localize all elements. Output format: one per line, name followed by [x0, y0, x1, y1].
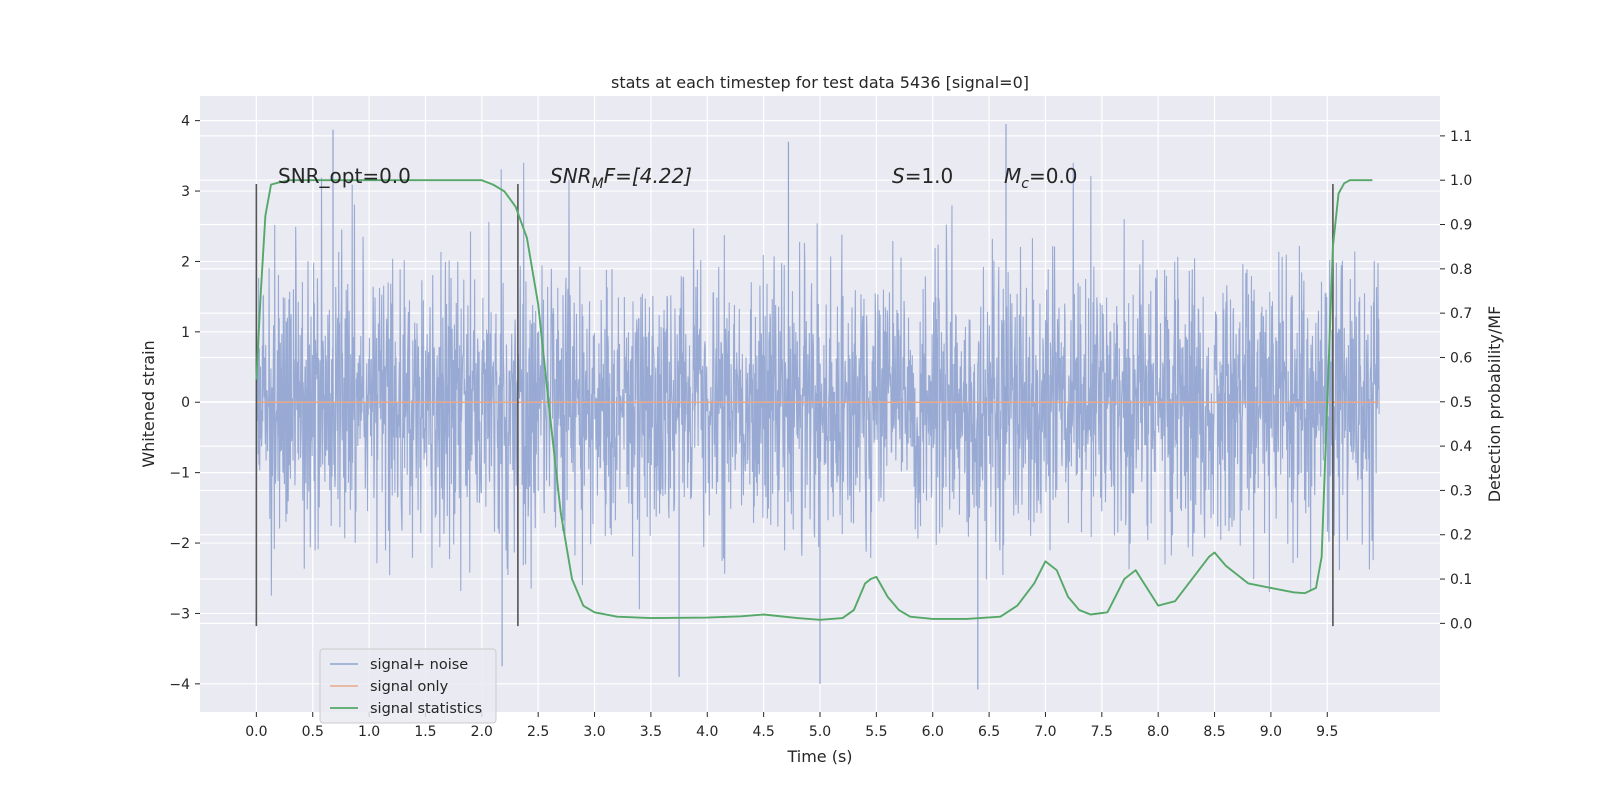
x-tick-label: 3.5: [640, 724, 662, 740]
right-y-tick-label: 0.2: [1450, 528, 1472, 544]
annotation-s-rest: =1.0: [905, 164, 954, 188]
annotation-snr-mf-rest: F=[4.22]: [604, 164, 692, 188]
x-tick-label: 6.5: [978, 724, 1000, 740]
right-y-axis-ticks: 0.0 0.1 0.2 0.3 0.4 0.5 0.6 0.7 0.8 0.9 1.0 1.1: [1440, 129, 1472, 632]
right-y-tick-label: 0.3: [1450, 483, 1472, 499]
annotation-s: S=1.0: [892, 164, 953, 188]
y-tick-label: −1: [169, 466, 190, 482]
x-tick-label: 0.0: [245, 724, 267, 740]
x-tick-label: 9.5: [1316, 724, 1338, 740]
right-y-tick-label: 0.5: [1450, 395, 1472, 411]
right-y-tick-label: 1.0: [1450, 173, 1472, 189]
right-y-tick-label: 0.1: [1450, 572, 1472, 588]
annotation-mc-rest: =0.0: [1029, 164, 1078, 188]
right-y-tick-label: 0.4: [1450, 439, 1472, 455]
x-tick-label: 1.5: [414, 724, 436, 740]
signal-noise-line: [255, 162, 1380, 610]
right-y-tick-label: 0.7: [1450, 306, 1472, 322]
legend: signal+ noise signal only signal statist…: [319, 648, 497, 724]
annotation-s-italic: S: [892, 164, 905, 188]
legend-label-signal-statistics: signal statistics: [370, 701, 482, 717]
annotation-mc-base: M: [1004, 164, 1021, 188]
x-axis-label: Time (s): [786, 747, 852, 766]
x-tick-label: 8.0: [1147, 724, 1169, 740]
legend-label-signal-noise: signal+ noise: [370, 657, 468, 673]
right-y-tick-label: 0.0: [1450, 616, 1472, 632]
x-tick-label: 5.5: [865, 724, 887, 740]
x-tick-label: 7.5: [1091, 724, 1113, 740]
x-tick-label: 9.0: [1260, 724, 1282, 740]
right-y-axis-label: Detection probability/MF: [1485, 306, 1504, 503]
y-tick-label: 2: [181, 254, 190, 270]
x-tick-label: 4.0: [696, 724, 718, 740]
chart-title: stats at each timestep for test data 543…: [611, 73, 1029, 92]
legend-label-signal-only: signal only: [370, 679, 449, 695]
y-tick-label: 4: [181, 114, 190, 130]
x-tick-label: 4.5: [753, 724, 775, 740]
x-tick-label: 2.0: [471, 724, 493, 740]
annotation-snr-opt: SNR_opt=0.0: [278, 164, 411, 188]
signal-noise-series: [255, 124, 1380, 690]
annotation-mc: Mc=0.0: [1004, 164, 1078, 192]
annotation-snr-mf-base: SNR: [550, 164, 592, 188]
x-tick-label: 5.0: [809, 724, 831, 740]
legend-box: [319, 648, 497, 724]
right-y-tick-label: 1.1: [1450, 129, 1472, 145]
annotation-snr-mf: SNRMF=[4.22]: [550, 164, 692, 192]
x-axis-ticks: 0.0 0.5 1.0 1.5 2.0 2.5 3.0 3.5 4.0 4.5 5.0 5.5 6.0 6…: [245, 712, 1338, 740]
y-axis-ticks: −4 −3 −2 −1 0 1 2 3 4: [169, 114, 200, 693]
y-tick-label: 1: [181, 325, 190, 341]
right-y-tick-label: 0.8: [1450, 262, 1472, 278]
x-tick-label: 1.0: [358, 724, 380, 740]
y-tick-label: −4: [169, 677, 190, 693]
x-tick-label: 8.5: [1203, 724, 1225, 740]
signal-statistics-line: [255, 179, 1373, 621]
y-tick-label: 3: [181, 184, 190, 200]
y-tick-label: −3: [169, 606, 190, 622]
x-tick-label: 2.5: [527, 724, 549, 740]
y-tick-label: −2: [169, 536, 190, 552]
y-axis-label: Whitened strain: [139, 340, 158, 467]
right-y-tick-label: 0.6: [1450, 350, 1472, 366]
x-tick-label: 3.0: [583, 724, 605, 740]
annotation-snr-mf-sub: M: [592, 176, 604, 192]
annotation-mc-sub: c: [1021, 176, 1029, 192]
y-tick-label: 0: [181, 395, 190, 411]
x-tick-label: 6.0: [922, 724, 944, 740]
x-tick-label: 7.0: [1034, 724, 1056, 740]
x-tick-label: 0.5: [302, 724, 324, 740]
signal-statistics-series: [255, 179, 1373, 621]
right-y-tick-label: 0.9: [1450, 218, 1472, 234]
